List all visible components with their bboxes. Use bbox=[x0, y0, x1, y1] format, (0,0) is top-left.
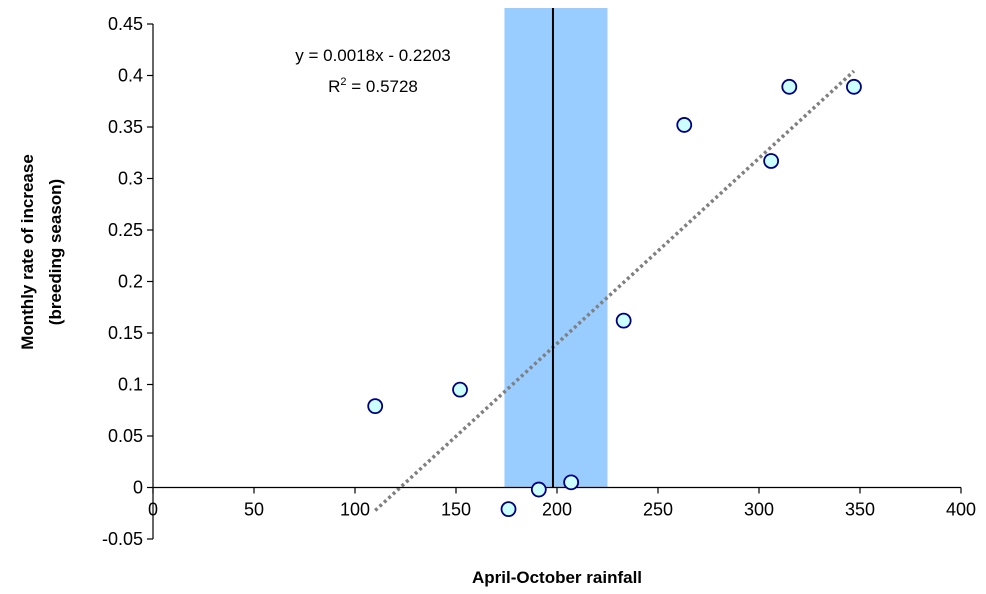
x-tick-label: 100 bbox=[340, 500, 370, 520]
y-tick-label: -0.05 bbox=[102, 529, 143, 549]
y-tick-label: 0.4 bbox=[118, 66, 143, 86]
x-tick-label: 300 bbox=[744, 500, 774, 520]
data-point bbox=[846, 78, 862, 95]
trendline-layer bbox=[374, 69, 856, 512]
data-points bbox=[367, 78, 862, 518]
y-tick-label: 0.1 bbox=[118, 375, 143, 395]
data-point bbox=[530, 481, 547, 498]
y-tick-label: 0.25 bbox=[108, 220, 143, 240]
y-tick-label: 0.3 bbox=[118, 169, 143, 189]
y-axis-title-line-1: Monthly rate of increase bbox=[18, 154, 37, 350]
x-tick-label: 200 bbox=[542, 500, 572, 520]
y-tick-label: 0.45 bbox=[108, 14, 143, 34]
data-point bbox=[676, 117, 693, 133]
data-point bbox=[781, 78, 798, 95]
x-tick-label: 50 bbox=[244, 500, 264, 520]
x-tick-label: 0 bbox=[148, 500, 158, 520]
data-point bbox=[452, 381, 468, 398]
y-tick-label: 0.35 bbox=[108, 117, 143, 137]
data-point bbox=[763, 153, 780, 169]
r-squared-label: R2 = 0.5728 bbox=[328, 76, 418, 96]
trendline-equation: y = 0.0018x - 0.2203 bbox=[295, 46, 450, 65]
y-tick-label: 0 bbox=[133, 478, 143, 498]
y-tick-label: 0.15 bbox=[108, 323, 143, 343]
data-point bbox=[367, 398, 384, 415]
shaded-band-layer bbox=[504, 8, 608, 488]
data-point bbox=[615, 312, 632, 329]
y-axis-title-line-2: (breeding season) bbox=[46, 179, 65, 325]
x-axis-title: April-October rainfall bbox=[472, 568, 642, 587]
y-tick-label: 0.2 bbox=[118, 272, 143, 292]
data-point bbox=[563, 474, 580, 491]
x-tick-label: 400 bbox=[946, 500, 976, 520]
r-squared-prefix: R bbox=[328, 77, 340, 96]
x-tick-label: 150 bbox=[441, 500, 471, 520]
labels: y = 0.0018x - 0.2203 R2 = 0.5728 April-O… bbox=[18, 46, 642, 587]
r-squared-value: = 0.5728 bbox=[347, 77, 418, 96]
trendline bbox=[374, 69, 856, 512]
y-tick-label: 0.05 bbox=[108, 426, 143, 446]
data-point bbox=[500, 501, 517, 518]
r-squared-superscript: 2 bbox=[340, 76, 346, 88]
shaded-band bbox=[504, 8, 608, 488]
x-tick-label: 250 bbox=[643, 500, 673, 520]
x-tick-label: 350 bbox=[845, 500, 875, 520]
